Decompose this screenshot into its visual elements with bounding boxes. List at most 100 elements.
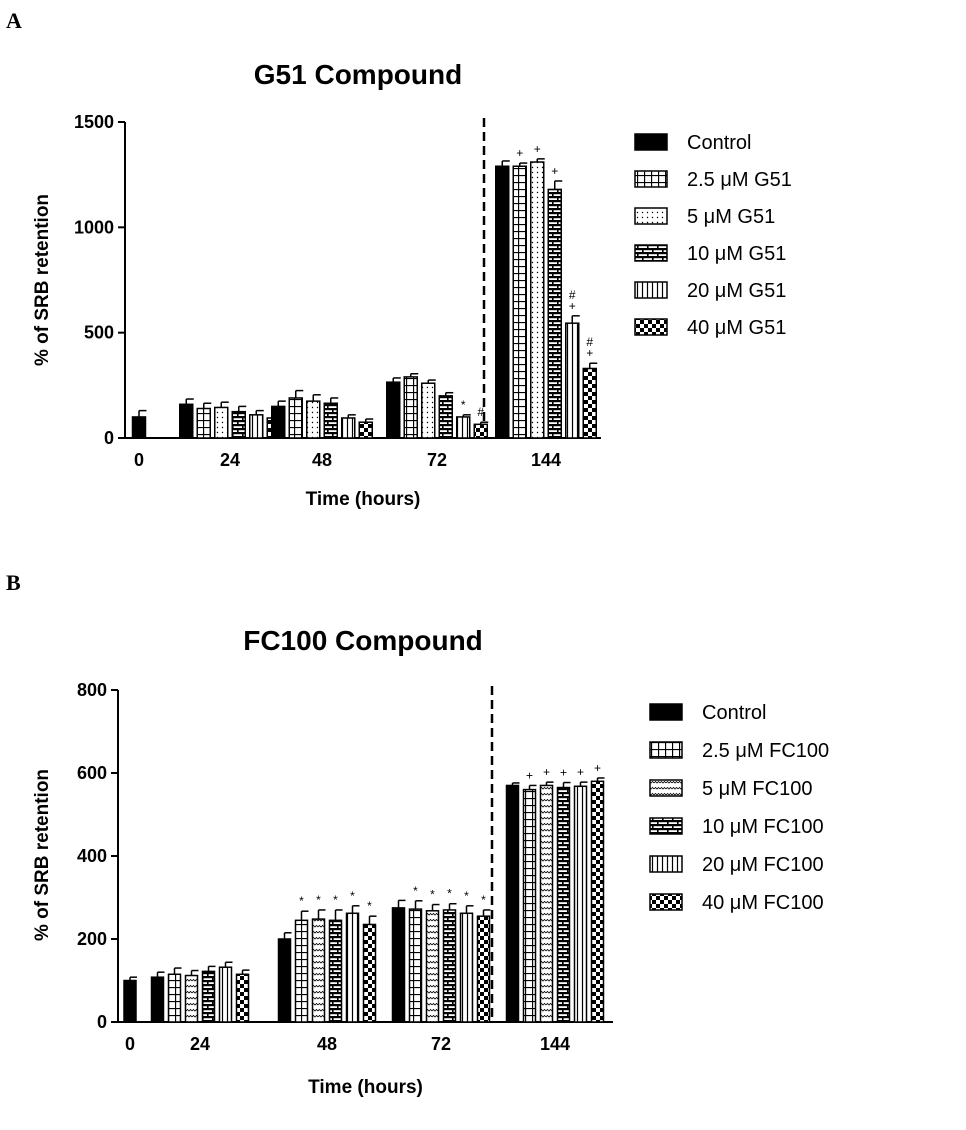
bar bbox=[556, 786, 571, 1023]
y-tick-label: 600 bbox=[77, 763, 107, 783]
chart-a: G51 Compound 0 500 1000 1500 % of SRB retenti… bbox=[32, 59, 792, 510]
bar bbox=[590, 780, 605, 1023]
bar bbox=[476, 915, 491, 1023]
y-tick-label: 200 bbox=[77, 929, 107, 949]
bar bbox=[150, 976, 165, 1023]
legend-swatch bbox=[649, 703, 683, 721]
y-tick-label: 500 bbox=[84, 323, 114, 343]
significance-mark: # bbox=[569, 288, 576, 302]
bar bbox=[512, 165, 527, 439]
x-tick-label: 24 bbox=[190, 1034, 210, 1054]
legend-label: 5 μM G51 bbox=[687, 206, 775, 228]
x-tick-label: 0 bbox=[125, 1034, 135, 1054]
bar bbox=[473, 423, 488, 439]
bar bbox=[530, 161, 545, 439]
y-tick-label: 400 bbox=[77, 846, 107, 866]
bar bbox=[235, 973, 250, 1023]
x-tick-label: 24 bbox=[220, 450, 240, 470]
legend-label: 40 μM G51 bbox=[687, 317, 786, 339]
bar bbox=[386, 381, 401, 439]
bar bbox=[362, 923, 377, 1023]
chart-title: FC100 Compound bbox=[243, 625, 483, 656]
panel-letter-a: A bbox=[6, 8, 22, 33]
significance-mark: + bbox=[560, 766, 567, 780]
legend-label: 20 μM FC100 bbox=[702, 854, 824, 876]
significance-mark: * bbox=[481, 893, 486, 907]
bar bbox=[421, 382, 436, 439]
significance-mark: # bbox=[586, 335, 593, 349]
significance-mark: * bbox=[413, 884, 418, 898]
bar bbox=[179, 403, 194, 439]
bar bbox=[167, 973, 182, 1023]
legend-label: 10 μM FC100 bbox=[702, 816, 824, 838]
significance-mark: * bbox=[316, 893, 321, 907]
significance-mark: + bbox=[543, 765, 550, 779]
bar bbox=[495, 165, 510, 439]
legend-swatch bbox=[634, 244, 668, 262]
bar bbox=[425, 910, 440, 1023]
bar bbox=[456, 416, 471, 439]
y-tick-label: 0 bbox=[97, 1012, 107, 1032]
legend-swatch bbox=[634, 133, 668, 151]
bar bbox=[442, 909, 457, 1023]
legend-label: Control bbox=[687, 132, 751, 154]
y-tick-label: 1500 bbox=[74, 112, 114, 132]
bar bbox=[131, 416, 147, 439]
x-axis-label: Time (hours) bbox=[308, 1077, 423, 1098]
legend-swatch bbox=[649, 741, 683, 759]
significance-mark: * bbox=[430, 888, 435, 902]
bar bbox=[249, 414, 264, 439]
bar bbox=[547, 188, 562, 439]
x-tick-label: 0 bbox=[134, 450, 144, 470]
y-tick-label: 800 bbox=[77, 680, 107, 700]
legend-label: 2.5 μM G51 bbox=[687, 169, 792, 191]
legend-swatch bbox=[649, 893, 683, 911]
significance-mark: + bbox=[526, 768, 533, 782]
x-tick-label: 144 bbox=[531, 450, 561, 470]
significance-mark: + bbox=[516, 146, 523, 160]
bar bbox=[408, 908, 423, 1023]
significance-mark: + bbox=[586, 346, 593, 360]
legend-swatch bbox=[649, 855, 683, 873]
significance-mark: * bbox=[299, 894, 304, 908]
bar bbox=[184, 974, 199, 1023]
bar bbox=[214, 406, 229, 439]
bar bbox=[323, 402, 338, 439]
legend-swatch bbox=[649, 817, 683, 835]
x-tick-label: 48 bbox=[312, 450, 332, 470]
significance-mark: + bbox=[534, 142, 541, 156]
bar bbox=[345, 912, 360, 1023]
bar bbox=[522, 788, 537, 1023]
x-tick-label: 72 bbox=[431, 1034, 451, 1054]
bar bbox=[391, 907, 406, 1023]
chart-title: G51 Compound bbox=[254, 59, 462, 90]
x-tick-label: 48 bbox=[317, 1034, 337, 1054]
significance-mark: + bbox=[594, 761, 601, 775]
bar bbox=[573, 785, 588, 1023]
bar bbox=[328, 919, 343, 1023]
legend-swatch bbox=[634, 207, 668, 225]
y-axis-label: % of SRB retention bbox=[32, 194, 53, 366]
significance-mark: * bbox=[367, 899, 372, 913]
bar bbox=[218, 966, 233, 1023]
legend-label: 10 μM G51 bbox=[687, 243, 786, 265]
bar bbox=[288, 397, 303, 439]
legend-label: Control bbox=[702, 702, 766, 724]
legend-label: 40 μM FC100 bbox=[702, 892, 824, 914]
bar bbox=[306, 400, 321, 439]
bar bbox=[539, 784, 554, 1023]
bar bbox=[582, 367, 597, 439]
bar bbox=[277, 938, 292, 1023]
bar bbox=[565, 322, 580, 439]
bar bbox=[358, 421, 373, 439]
significance-mark: + bbox=[569, 299, 576, 313]
legend-swatch bbox=[649, 779, 683, 797]
legend-swatch bbox=[634, 318, 668, 336]
bar bbox=[196, 407, 211, 439]
bar bbox=[231, 410, 246, 439]
significance-mark: * bbox=[464, 889, 469, 903]
x-tick-label: 72 bbox=[427, 450, 447, 470]
legend-swatch bbox=[634, 170, 668, 188]
significance-mark: * bbox=[447, 887, 452, 901]
significance-mark: # bbox=[477, 405, 484, 419]
